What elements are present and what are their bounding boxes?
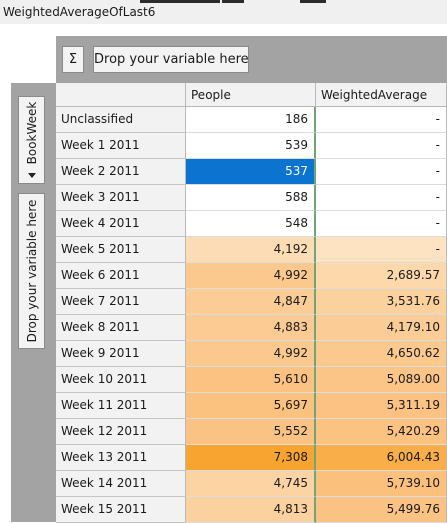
toolbar-spacer xyxy=(0,24,447,36)
row-header[interactable]: Week 15 2011 xyxy=(56,497,186,523)
table-row: Unclassified 186- xyxy=(56,107,447,133)
table-row: Week 3 2011 588- xyxy=(56,185,447,211)
people-cell[interactable]: 539 xyxy=(186,133,316,159)
weighted-average-cell[interactable]: - xyxy=(316,133,447,159)
pivot-corner xyxy=(0,36,56,83)
people-cell[interactable]: 4,883 xyxy=(186,315,316,341)
row-header[interactable]: Week 6 2011 xyxy=(56,263,186,289)
table-row: Week 12 2011 5,552 5,420.29 xyxy=(56,419,447,445)
weighted-average-cell[interactable]: 6,004.43 xyxy=(316,445,447,471)
people-cell[interactable]: 5,552 xyxy=(186,419,316,445)
window-title: WeightedAverageOfLast6 xyxy=(3,5,156,19)
people-cell[interactable]: 4,192 xyxy=(186,237,316,263)
table-row: Week 1 2011 539- xyxy=(56,133,447,159)
row-header[interactable]: Week 14 2011 xyxy=(56,471,186,497)
people-cell[interactable]: 548 xyxy=(186,211,316,237)
row-header[interactable]: Week 2 2011 xyxy=(56,159,186,185)
row-header[interactable]: Week 3 2011 xyxy=(56,185,186,211)
people-cell[interactable]: 4,813 xyxy=(186,497,316,523)
people-cell[interactable]: 7,308 xyxy=(186,445,316,471)
row-header[interactable]: Week 10 2011 xyxy=(56,367,186,393)
row-header[interactable]: Week 7 2011 xyxy=(56,289,186,315)
row-header[interactable]: Week 9 2011 xyxy=(56,341,186,367)
weighted-average-cell[interactable]: - xyxy=(316,237,447,263)
sigma-button[interactable]: Σ xyxy=(62,46,84,73)
column-header-weighted-average[interactable]: WeightedAverage xyxy=(316,83,447,107)
weighted-average-cell[interactable]: 5,311.19 xyxy=(316,393,447,419)
table-row: Week 13 2011 7,308 6,004.43 xyxy=(56,445,447,471)
weighted-average-cell[interactable]: 5,420.29 xyxy=(316,419,447,445)
table-row: Week 14 2011 4,745 5,739.10 xyxy=(56,471,447,497)
column-drop-label: Drop your variable here xyxy=(94,52,249,67)
column-header-label: WeightedAverage xyxy=(321,88,428,102)
people-cell[interactable]: 588 xyxy=(186,185,316,211)
table-row: Week 7 2011 4,847 3,531.76 xyxy=(56,289,447,315)
table-row: Week 4 2011 548- xyxy=(56,211,447,237)
tab-strip-indicator xyxy=(140,0,220,3)
sigma-icon: Σ xyxy=(68,52,78,67)
column-header-label: People xyxy=(191,88,231,102)
weighted-average-cell[interactable]: - xyxy=(316,211,447,237)
people-cell[interactable]: 4,847 xyxy=(186,289,316,315)
table-row: Week 10 2011 5,610 5,089.00 xyxy=(56,367,447,393)
title-bar: WeightedAverageOfLast6 xyxy=(0,0,447,25)
bookweek-field-button[interactable]: BookWeek xyxy=(18,96,45,184)
tab-strip-indicator xyxy=(300,0,326,3)
table-row: Week 8 2011 4,883 4,179.10 xyxy=(56,315,447,341)
row-header[interactable]: Week 8 2011 xyxy=(56,315,186,341)
people-cell[interactable]: 4,745 xyxy=(186,471,316,497)
column-header-people[interactable]: People xyxy=(186,83,316,107)
row-header[interactable]: Week 13 2011 xyxy=(56,445,186,471)
row-header[interactable]: Week 11 2011 xyxy=(56,393,186,419)
weighted-average-cell[interactable]: 4,179.10 xyxy=(316,315,447,341)
table-row: Week 2 2011 537- xyxy=(56,159,447,185)
row-header[interactable]: Week 4 2011 xyxy=(56,211,186,237)
row-header[interactable]: Week 5 2011 xyxy=(56,237,186,263)
people-cell[interactable]: 537 xyxy=(186,159,316,185)
people-cell[interactable]: 5,610 xyxy=(186,367,316,393)
table-row: Week 5 2011 4,192- xyxy=(56,237,447,263)
row-header[interactable]: Week 12 2011 xyxy=(56,419,186,445)
weighted-average-cell[interactable]: - xyxy=(316,107,447,133)
weighted-average-cell[interactable]: 3,531.76 xyxy=(316,289,447,315)
people-cell[interactable]: 5,697 xyxy=(186,393,316,419)
chevron-down-icon[interactable] xyxy=(28,173,36,178)
people-cell[interactable]: 4,992 xyxy=(186,341,316,367)
weighted-average-cell[interactable]: - xyxy=(316,185,447,211)
pivot-left-margin xyxy=(0,83,11,522)
weighted-average-cell[interactable]: 5,089.00 xyxy=(316,367,447,393)
table-corner-header xyxy=(56,83,186,107)
table-row: Week 15 2011 4,813 5,499.76 xyxy=(56,497,447,523)
weighted-average-cell[interactable]: 2,689.57 xyxy=(316,263,447,289)
weighted-average-cell[interactable]: 4,650.62 xyxy=(316,341,447,367)
weighted-average-cell[interactable]: 5,739.10 xyxy=(316,471,447,497)
table-row: Week 9 2011 4,992 4,650.62 xyxy=(56,341,447,367)
tab-strip-indicator xyxy=(222,0,244,3)
weighted-average-cell[interactable]: 5,499.76 xyxy=(316,497,447,523)
bookweek-field-label: BookWeek xyxy=(24,101,39,165)
people-cell[interactable]: 186 xyxy=(186,107,316,133)
column-drop-zone-button[interactable]: Drop your variable here xyxy=(93,46,249,73)
people-cell[interactable]: 4,992 xyxy=(186,263,316,289)
row-header[interactable]: Week 1 2011 xyxy=(56,133,186,159)
weighted-average-cell[interactable]: - xyxy=(316,159,447,185)
table-row: Week 11 2011 5,697 5,311.19 xyxy=(56,393,447,419)
row-header[interactable]: Unclassified xyxy=(56,107,186,133)
row-drop-label: Drop your variable here xyxy=(24,199,39,343)
table-row: Week 6 2011 4,992 2,689.57 xyxy=(56,263,447,289)
row-drop-zone-button[interactable]: Drop your variable here xyxy=(18,193,45,349)
